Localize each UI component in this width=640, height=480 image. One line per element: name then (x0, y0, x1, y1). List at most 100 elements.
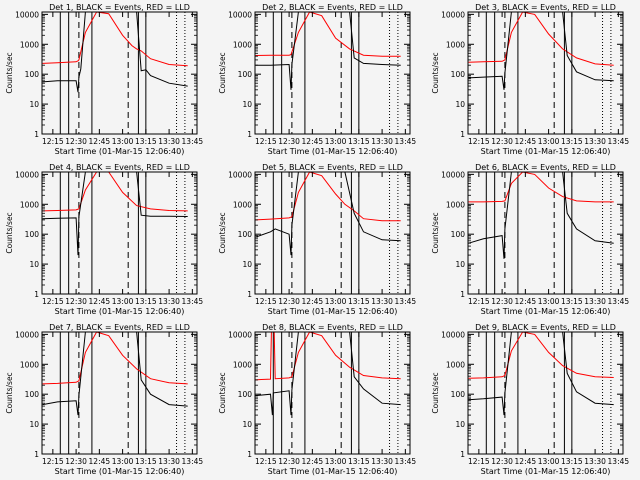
x-tick-label: 12:45 (302, 457, 324, 466)
series-red (255, 171, 401, 222)
y-tick-label: 10000 (15, 10, 39, 19)
y-tick-label: 100 (451, 230, 466, 239)
x-tick-label: 13:00 (112, 297, 134, 306)
x-tick-label: 12:30 (278, 137, 300, 146)
x-tick-label: 13:30 (371, 137, 393, 146)
y-tick-label: 100 (25, 70, 40, 79)
x-tick-label: 12:15 (42, 137, 64, 146)
y-axis-label: Counts/sec (5, 52, 14, 93)
series-red (468, 11, 614, 66)
x-tick-label: 12:15 (42, 297, 64, 306)
plot-frame (254, 171, 411, 295)
y-tick-label: 10 (455, 100, 465, 109)
x-tick-label: 12:30 (65, 297, 87, 306)
chart-title: Det 3, BLACK = Events, RED = LLD (475, 3, 616, 12)
x-tick-label: 12:15 (255, 297, 277, 306)
y-tick-label: 10000 (228, 10, 252, 19)
x-tick-label: 12:30 (278, 457, 300, 466)
y-tick-label: 1 (247, 130, 252, 139)
y-tick-label: 1000 (446, 360, 465, 369)
y-tick-label: 10000 (441, 10, 465, 19)
x-tick-label: 13:45 (182, 297, 204, 306)
y-tick-label: 1000 (20, 40, 39, 49)
y-axis-label: Counts/sec (431, 212, 440, 253)
y-tick-label: 100 (451, 390, 466, 399)
x-tick-label: 12:15 (255, 137, 277, 146)
x-tick-label: 13:30 (158, 457, 180, 466)
x-tick-label: 13:45 (182, 137, 204, 146)
series-black (468, 331, 614, 416)
x-tick-label: 13:45 (395, 457, 417, 466)
plot-frame (254, 331, 411, 455)
y-tick-label: 10000 (228, 170, 252, 179)
y-axis-label: Counts/sec (218, 212, 227, 253)
x-tick-label: 12:15 (42, 457, 64, 466)
chart-title: Det 8, BLACK = Events, RED = LLD (262, 323, 403, 332)
chart-title: Det 2, BLACK = Events, RED = LLD (262, 3, 403, 12)
x-axis-label: Start Time (01-Mar-15 12:06:40) (55, 147, 185, 156)
x-tick-label: 12:45 (302, 137, 324, 146)
chart-title: Det 1, BLACK = Events, RED = LLD (49, 3, 190, 12)
y-tick-label: 100 (238, 70, 253, 79)
series-black (468, 171, 614, 259)
series-black (255, 11, 401, 90)
y-tick-label: 1 (247, 290, 252, 299)
x-tick-label: 12:30 (491, 137, 513, 146)
plot-frame (41, 11, 198, 135)
x-tick-label: 13:15 (561, 297, 583, 306)
plot-frame (41, 331, 198, 455)
y-tick-label: 100 (238, 230, 253, 239)
series-red (255, 11, 401, 57)
y-tick-label: 100 (25, 390, 40, 399)
x-tick-label: 13:45 (395, 137, 417, 146)
chart-title: Det 9, BLACK = Events, RED = LLD (475, 323, 616, 332)
x-tick-label: 12:15 (468, 137, 490, 146)
y-tick-label: 10000 (228, 330, 252, 339)
series-red (42, 331, 188, 385)
x-axis-label: Start Time (01-Mar-15 12:06:40) (481, 307, 611, 316)
x-axis-label: Start Time (01-Mar-15 12:06:40) (55, 467, 185, 476)
x-axis-label: Start Time (01-Mar-15 12:06:40) (268, 147, 398, 156)
x-axis-label: Start Time (01-Mar-15 12:06:40) (481, 467, 611, 476)
x-tick-label: 13:00 (112, 137, 134, 146)
x-tick-label: 12:30 (491, 457, 513, 466)
y-tick-label: 1000 (233, 40, 252, 49)
x-tick-label: 12:45 (515, 137, 537, 146)
y-tick-label: 1000 (446, 200, 465, 209)
x-axis-label: Start Time (01-Mar-15 12:06:40) (55, 307, 185, 316)
x-tick-label: 13:45 (608, 137, 630, 146)
x-tick-label: 12:15 (468, 297, 490, 306)
y-tick-label: 10 (29, 260, 39, 269)
y-tick-label: 100 (25, 230, 40, 239)
x-tick-label: 13:45 (182, 457, 204, 466)
x-tick-label: 12:30 (65, 457, 87, 466)
x-tick-label: 12:45 (89, 457, 111, 466)
series-red (42, 11, 188, 67)
x-tick-label: 13:15 (135, 297, 157, 306)
x-tick-label: 12:30 (65, 137, 87, 146)
y-tick-label: 1000 (233, 360, 252, 369)
x-tick-label: 13:30 (584, 457, 606, 466)
y-tick-label: 1 (247, 450, 252, 459)
x-tick-label: 13:30 (584, 297, 606, 306)
chart-title: Det 7, BLACK = Events, RED = LLD (49, 323, 190, 332)
y-tick-label: 1 (460, 290, 465, 299)
y-tick-label: 1000 (20, 200, 39, 209)
series-red (42, 171, 188, 212)
y-axis-label: Counts/sec (218, 52, 227, 93)
y-tick-label: 10000 (441, 170, 465, 179)
y-tick-label: 100 (451, 70, 466, 79)
y-tick-label: 10 (242, 260, 252, 269)
chart-title: Det 6, BLACK = Events, RED = LLD (475, 163, 616, 172)
y-axis-label: Counts/sec (431, 52, 440, 93)
x-tick-label: 13:30 (158, 137, 180, 146)
chart-panel-4: 1 10 100 1000 10000 12:15 12:30 12:45 13:00 13:15… (5, 163, 203, 316)
y-tick-label: 10000 (15, 330, 39, 339)
x-tick-label: 13:00 (538, 297, 560, 306)
x-tick-label: 13:30 (371, 457, 393, 466)
y-tick-label: 10000 (441, 330, 465, 339)
y-tick-label: 1 (34, 130, 39, 139)
x-tick-label: 13:15 (348, 297, 370, 306)
x-tick-label: 13:00 (325, 297, 347, 306)
y-axis-label: Counts/sec (5, 372, 14, 413)
